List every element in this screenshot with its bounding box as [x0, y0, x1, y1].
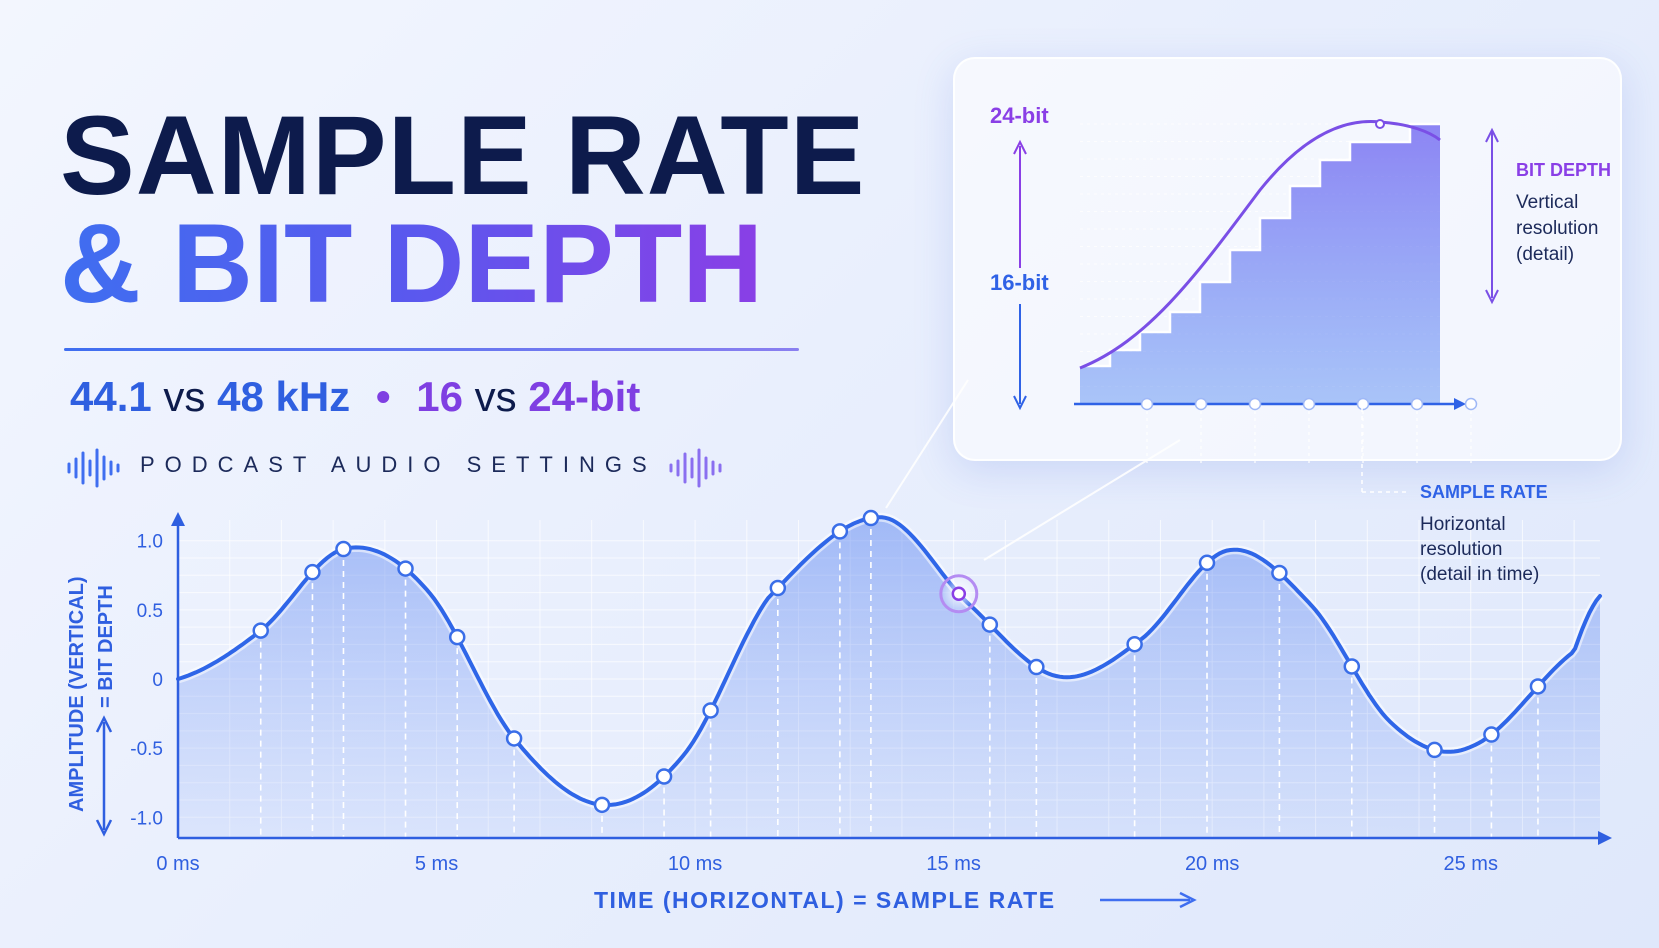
- callout-connector: [885, 379, 1181, 561]
- x-tick-label: 10 ms: [668, 853, 722, 875]
- sample-point: [593, 796, 611, 814]
- y-axis-arrowhead: [171, 512, 185, 526]
- sample-point: [981, 616, 999, 633]
- y-tick-label: -0.5: [130, 739, 163, 760]
- sample-point: [505, 730, 523, 747]
- sample-rate-title: SAMPLE RATE: [1420, 482, 1548, 502]
- x-tick-label: 25 ms: [1443, 853, 1497, 875]
- inset-staircase: [1080, 122, 1440, 368]
- y-tick-label: 1.0: [137, 532, 163, 553]
- sample-point: [1028, 658, 1045, 676]
- sample-point: [1426, 741, 1443, 759]
- sample-point: [1343, 658, 1361, 675]
- subtitle-depth-a: 16: [416, 373, 463, 420]
- x-tick-label: 15 ms: [926, 853, 980, 875]
- waveform-line: [176, 515, 1602, 807]
- highlight-sample-point: [951, 586, 967, 602]
- sample-rate-desc-1: Horizontal: [1420, 514, 1506, 535]
- x-axis-arrowhead: [1598, 831, 1612, 845]
- inset-sample-point: [1356, 397, 1370, 411]
- page-title-line1: SAMPLE RATE: [60, 93, 866, 218]
- inset-peak-point: [1375, 119, 1385, 129]
- y-tick-label: -1.0: [130, 808, 163, 829]
- sample-point: [655, 768, 673, 785]
- sample-point: [1271, 564, 1288, 582]
- subtitle: 44.1 vs 48 kHz • 16 vs 24-bit: [70, 373, 640, 421]
- bit-depth-desc-3: (detail): [1516, 244, 1574, 265]
- sample-point: [769, 579, 787, 597]
- y-axis-label-bit-depth: = BIT DEPTH: [95, 585, 117, 708]
- title-divider: [64, 348, 799, 351]
- inset-x-arrowhead: [1454, 398, 1466, 410]
- tagline: PODCAST AUDIO SETTINGS: [140, 452, 657, 477]
- waveform-icon-right: [669, 448, 722, 488]
- sample-rate-desc-3: (detail in time): [1420, 564, 1539, 585]
- inset-sample-point: [1464, 397, 1478, 411]
- inset-sample-point: [1302, 397, 1316, 411]
- waveform-fill: [178, 517, 1600, 838]
- inset-sample-point: [1194, 397, 1208, 411]
- subtitle-vs-1: vs: [163, 373, 206, 420]
- y-tick-label: 0: [152, 670, 163, 691]
- sample-point: [335, 540, 352, 558]
- bit-depth-desc-1: Vertical: [1516, 192, 1578, 213]
- sample-point: [862, 509, 880, 527]
- subtitle-separator: •: [375, 373, 391, 420]
- inset-sample-point: [1410, 397, 1424, 411]
- x-tick-label: 5 ms: [415, 853, 458, 875]
- sample-point: [1529, 678, 1547, 695]
- sample-point: [831, 523, 849, 540]
- y-tick-label: 0.5: [137, 601, 163, 622]
- sample-point: [1126, 635, 1143, 653]
- y-axis-label-arrow: [95, 715, 113, 837]
- inset-label-24bit: 24-bit: [990, 103, 1049, 128]
- y-axis-label-amplitude: AMPLITUDE (VERTICAL): [66, 576, 88, 812]
- subtitle-rate-b: 48 kHz: [217, 373, 351, 420]
- sample-point: [304, 563, 321, 581]
- subtitle-vs-2: vs: [474, 373, 517, 420]
- bit-depth-title: BIT DEPTH: [1516, 160, 1611, 180]
- x-tick-label: 20 ms: [1185, 853, 1239, 875]
- sample-point: [252, 622, 269, 639]
- sample-point: [1483, 726, 1500, 743]
- subtitle-rate-a: 44.1: [70, 373, 152, 420]
- sample-point: [448, 628, 466, 646]
- inset-smooth-curve: [1079, 120, 1441, 370]
- inset-sample-point: [1248, 397, 1262, 411]
- subtitle-depth-b: 24-bit: [528, 373, 641, 420]
- x-axis-label-arrow: [1100, 891, 1197, 909]
- sample-point: [1198, 554, 1216, 572]
- page-title-line2: & BIT DEPTH: [60, 201, 764, 326]
- sample-rate-desc-2: resolution: [1420, 539, 1502, 560]
- inset-quantized-fill: [1080, 124, 1440, 404]
- x-tick-label: 0 ms: [156, 853, 199, 875]
- inset-chart: [1074, 119, 1478, 464]
- bit-depth-arrow: [1485, 127, 1499, 305]
- inset-sample-point: [1140, 397, 1154, 411]
- inset-vertical-arrow: [1013, 139, 1027, 411]
- sample-rate-connector: [1361, 400, 1410, 493]
- x-axis-label: TIME (HORIZONTAL) = SAMPLE RATE: [594, 887, 1056, 913]
- sample-point: [397, 560, 414, 577]
- sample-point: [702, 702, 719, 719]
- bit-depth-desc-2: resolution: [1516, 218, 1598, 239]
- inset-label-16bit: 16-bit: [990, 270, 1049, 295]
- waveform-icon-left: [67, 448, 120, 488]
